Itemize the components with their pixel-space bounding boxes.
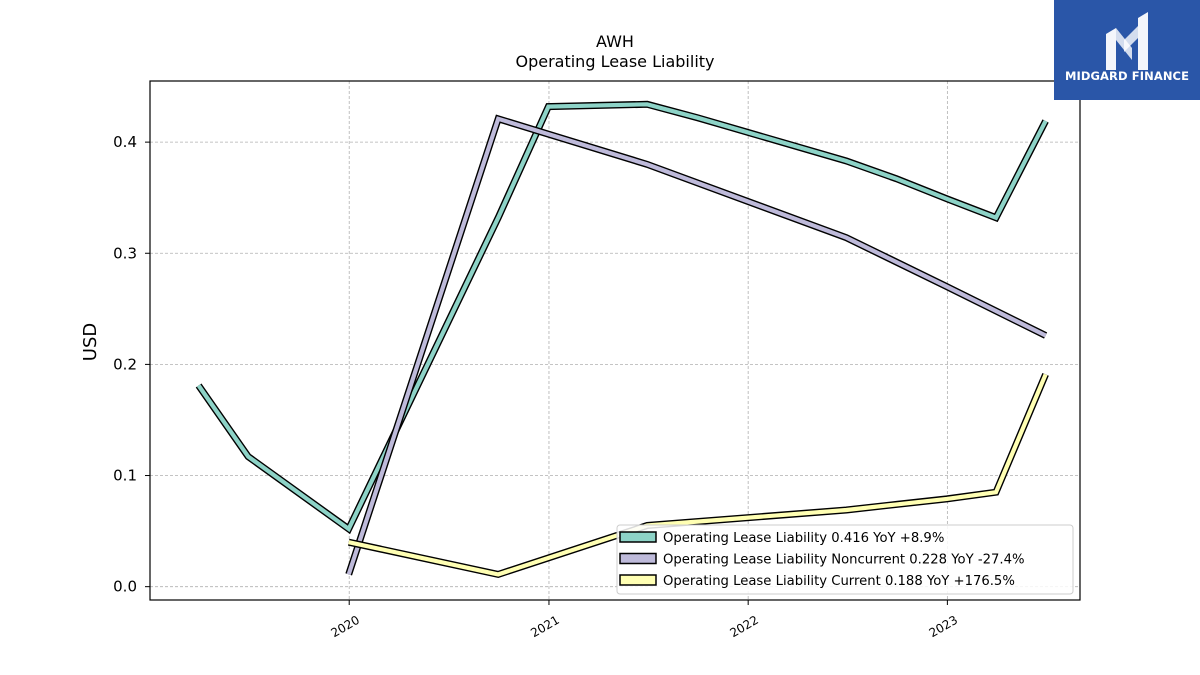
series-line-outline <box>195 100 1049 535</box>
grid-lines <box>150 81 1080 600</box>
legend-swatch <box>619 574 657 586</box>
y-axis-label: USD <box>80 323 101 361</box>
legend-swatch <box>619 531 657 543</box>
y-tick-label: 0.2 <box>113 355 137 373</box>
legend-swatch <box>619 552 657 565</box>
legend-box <box>616 524 1074 595</box>
x-tick-label: 2022 <box>727 613 760 640</box>
series-lines <box>195 100 1049 579</box>
brand-logo: MIDGARD FINANCE <box>1054 0 1200 100</box>
series-line-outline <box>345 114 1048 576</box>
x-tick-label: 2020 <box>328 613 361 640</box>
y-tick-label: 0.4 <box>113 133 137 151</box>
legend: Operating Lease Liability 0.416 YoY +8.9… <box>616 524 1074 595</box>
x-tick-label: 2021 <box>528 613 561 640</box>
plot-area-border <box>149 80 1081 601</box>
legend-label: Operating Lease Liability Current 0.188 … <box>663 574 1015 589</box>
x-tick-label: 2023 <box>927 613 960 640</box>
y-tick-label: 0.1 <box>113 467 137 485</box>
brand-name: MIDGARD FINANCE <box>1064 69 1190 83</box>
midgard-logo-icon <box>1106 12 1148 70</box>
y-tick-label: 0.0 <box>113 578 137 596</box>
y-tick-label: 0.3 <box>113 244 137 262</box>
chart-subtitle: Operating Lease Liability <box>515 52 715 71</box>
series-line-1 <box>196 102 1048 533</box>
chart-title: AWH <box>596 32 634 51</box>
series-line-2 <box>346 116 1047 576</box>
legend-label: Operating Lease Liability 0.416 YoY +8.9… <box>663 531 944 546</box>
legend-label: Operating Lease Liability Noncurrent 0.2… <box>663 553 1025 568</box>
series-line-3 <box>348 373 1048 577</box>
